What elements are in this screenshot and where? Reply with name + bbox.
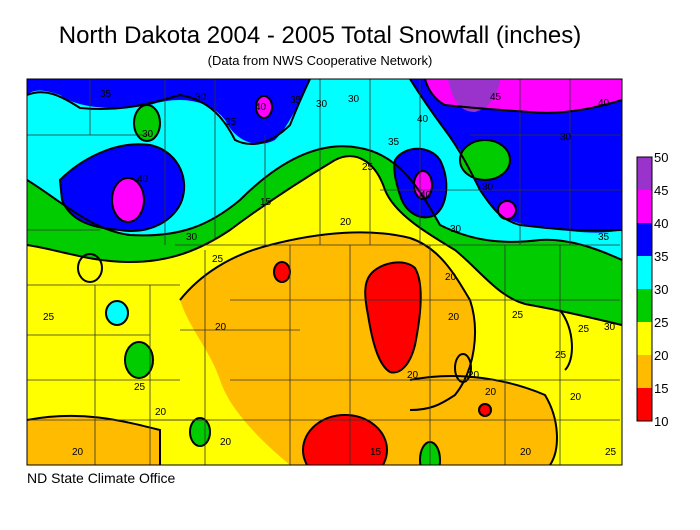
band-35-40-nw bbox=[27, 79, 310, 144]
band-25-30-pocket-sw bbox=[125, 342, 153, 378]
contour-label: 35 bbox=[598, 232, 610, 243]
credit-text: ND State Climate Office bbox=[27, 470, 176, 486]
legend-label: 45 bbox=[654, 183, 669, 198]
contour-label: 30 bbox=[560, 132, 572, 143]
legend-label: 20 bbox=[654, 348, 669, 363]
map-frame bbox=[26, 78, 623, 466]
contour-label: 20 bbox=[407, 370, 419, 381]
band-15-20-south bbox=[27, 415, 160, 465]
contour-label: 40 bbox=[255, 102, 267, 113]
legend-label: 10 bbox=[654, 414, 669, 429]
band-10-15-west bbox=[274, 262, 290, 282]
contour-label: 30 bbox=[186, 232, 198, 243]
contour-label: 35 bbox=[388, 137, 400, 148]
contour-label: 25 bbox=[512, 310, 524, 321]
legend-swatch-15-20 bbox=[637, 355, 652, 388]
legend-label: 15 bbox=[654, 381, 669, 396]
contour-label: 20 bbox=[155, 407, 167, 418]
legend-swatches bbox=[637, 157, 652, 421]
legend-swatch-10-15 bbox=[637, 388, 652, 421]
band-15-20-se bbox=[410, 375, 557, 465]
legend-label: 40 bbox=[654, 216, 669, 231]
contour-label: 25 bbox=[605, 447, 617, 458]
band-25-30-pocket-n bbox=[460, 140, 510, 180]
band-10-15-south bbox=[303, 415, 387, 465]
contour-label: 30 bbox=[195, 92, 207, 103]
contour-label: 25 bbox=[578, 324, 590, 335]
county-lines bbox=[27, 79, 622, 465]
band-45-50 bbox=[448, 79, 500, 112]
legend-swatch-25-30 bbox=[637, 289, 652, 322]
legend-swatch-45-50 bbox=[637, 157, 652, 190]
contour-label: 30 bbox=[142, 129, 154, 140]
contour-label: 30 bbox=[316, 99, 328, 110]
band-25-30-pocket-nw bbox=[134, 105, 160, 141]
map-subtitle: (Data from NWS Cooperative Network) bbox=[207, 53, 433, 68]
band-30-35-pocket-w bbox=[106, 301, 128, 325]
contour-label: 20 bbox=[570, 392, 582, 403]
band-40-45-north bbox=[256, 96, 272, 118]
band-10-15-central bbox=[365, 262, 421, 373]
contour-label: 20 bbox=[72, 447, 84, 458]
contour-label: 20 bbox=[448, 312, 460, 323]
contour-label: 40 bbox=[137, 174, 149, 185]
band-40-45-east bbox=[498, 201, 516, 219]
contour-label: 15 bbox=[260, 197, 272, 208]
legend-label: 25 bbox=[654, 315, 669, 330]
contour-label: 30 bbox=[482, 182, 494, 193]
contour-label: 20 bbox=[520, 447, 532, 458]
band-35-40-ne bbox=[410, 79, 622, 233]
contour-label: 20 bbox=[485, 387, 497, 398]
map-title: North Dakota 2004 - 2005 Total Snowfall … bbox=[58, 22, 582, 49]
legend-swatch-40-45 bbox=[637, 190, 652, 223]
contour-label: 30 bbox=[348, 94, 360, 105]
contour-label: 35 bbox=[225, 117, 237, 128]
contour-label: 25 bbox=[134, 382, 146, 393]
legend-label: 30 bbox=[654, 282, 669, 297]
legend-swatch-20-25 bbox=[637, 322, 652, 355]
contour-label: 30 bbox=[604, 322, 616, 333]
contour-label: 25 bbox=[212, 254, 224, 265]
contour-label: 20 bbox=[340, 217, 352, 228]
contour-label: 20 bbox=[468, 370, 480, 381]
legend-label: 35 bbox=[654, 249, 669, 264]
contour-label: 40 bbox=[420, 190, 432, 201]
contour-label: 45 bbox=[490, 92, 502, 103]
band-40-45-west bbox=[112, 178, 144, 222]
legend-swatch-30-35 bbox=[637, 256, 652, 289]
contour-label: 25 bbox=[362, 162, 374, 173]
contour-label: 35 bbox=[100, 89, 112, 100]
contour-label: 20 bbox=[220, 437, 232, 448]
contour-label: 30 bbox=[450, 224, 462, 235]
legend-swatch-35-40 bbox=[637, 223, 652, 256]
contour-label: 40 bbox=[598, 98, 610, 109]
contour-label: 25 bbox=[43, 312, 55, 323]
contour-label: 15 bbox=[370, 447, 382, 458]
band-10-15-se bbox=[479, 404, 491, 416]
contour-label: 20 bbox=[445, 272, 457, 283]
contour-value-labels: 35 30 40 35 30 30 40 35 30 45 40 30 40 4… bbox=[43, 89, 617, 458]
contour-label: 40 bbox=[417, 114, 429, 125]
contour-label: 35 bbox=[290, 95, 302, 106]
legend-label: 50 bbox=[654, 150, 669, 165]
contour-label: 20 bbox=[215, 322, 227, 333]
contour-label: 25 bbox=[555, 350, 567, 361]
